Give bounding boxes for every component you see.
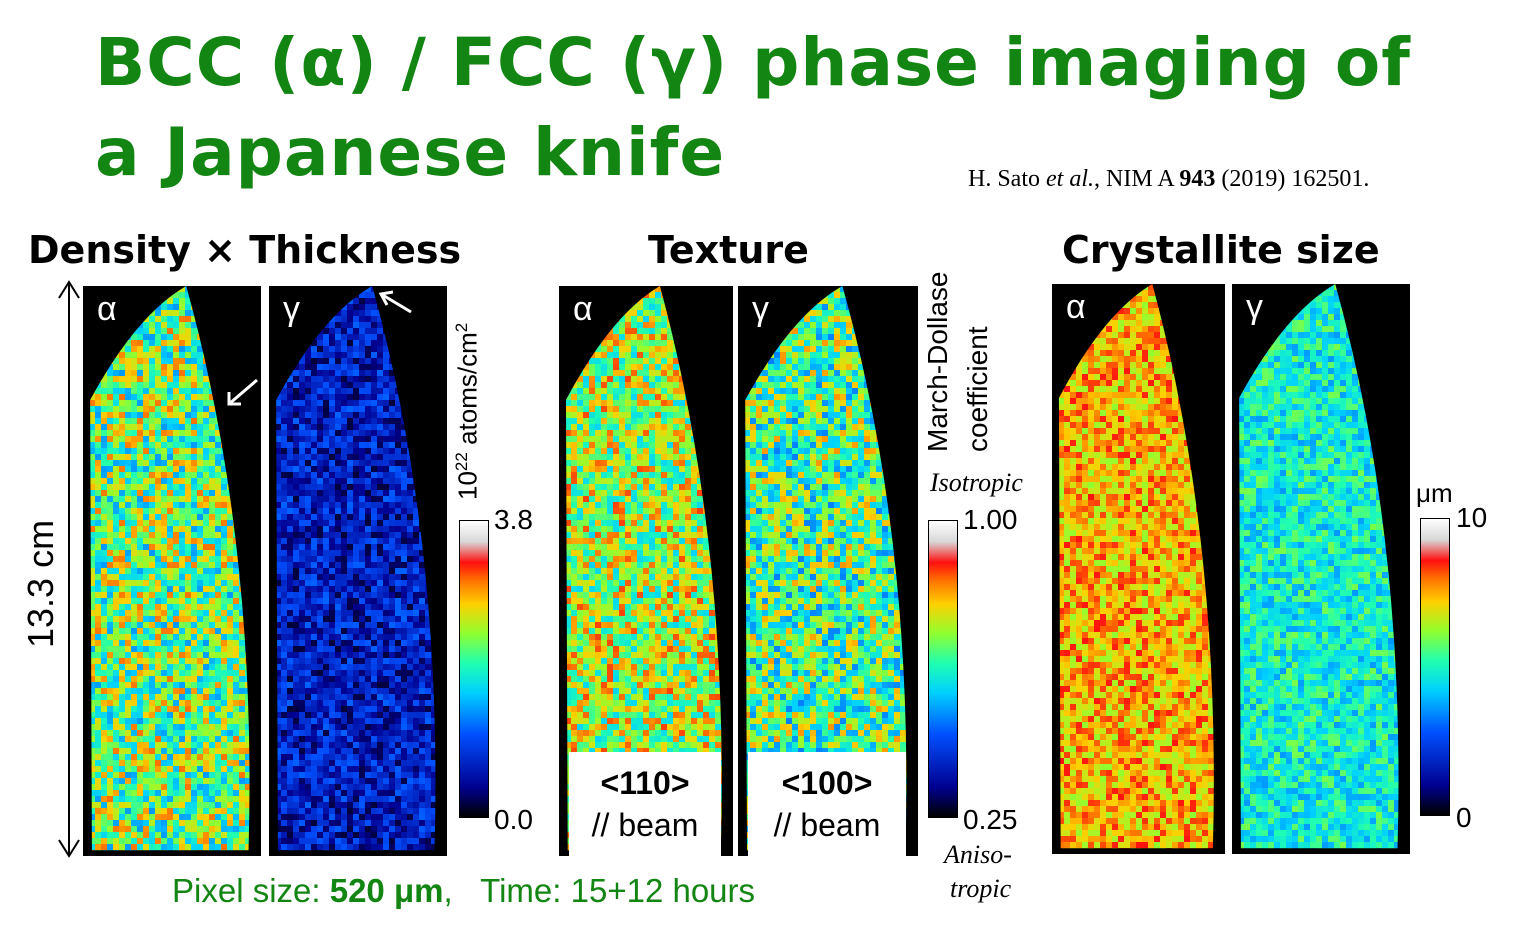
phase-label-alpha: α [1066,288,1086,326]
citation: H. Sato et al., NIM A 943 (2019) 162501. [968,166,1369,193]
footer-acquisition-info: Pixel size: 520 μm, Time: 15+12 hours [172,872,755,910]
phase-label-gamma: γ [283,290,300,328]
crystallite-colorbar-unit: μm [1416,478,1453,508]
arrow-icon [227,378,258,406]
texture-colorbar-min: 0.25 [963,804,1018,835]
density-colorbar-min: 0.0 [494,804,533,835]
texture-colorbar [928,520,958,818]
direction-box-alpha: <110> // beam [569,752,721,856]
crystallite-colorbar-min: 0 [1456,802,1472,833]
heading-density-thickness: Density × Thickness [28,228,462,272]
density-colorbar-label: 1022 atoms/cm2 [452,322,483,500]
texture-colorbar-label: March-Dollase coefficient [918,272,998,453]
texture-alpha-panel: α <110> // beam [559,286,733,856]
beam-label: // beam [773,807,881,843]
citation-authors: H. Sato [968,166,1040,192]
density-alpha-map [90,286,250,851]
phase-label-alpha: α [573,290,593,328]
title-line-1: BCC (α) / FCC (γ) phase imaging of [95,24,1411,101]
crystallite-gamma-panel: γ [1232,284,1410,854]
density-alpha-panel: α [83,286,261,856]
texture-colorbar-label-2: coefficient [962,326,993,452]
citation-rest: (2019) 162501. [1215,166,1370,192]
heading-texture: Texture [648,228,809,272]
citation-volume: 943 [1179,166,1216,192]
density-gamma-panel: γ [269,286,447,856]
texture-colorbar-max: 1.00 [963,504,1018,535]
crystallite-gamma-map [1239,284,1399,849]
pixel-size-value: 520 μm [329,872,444,909]
arrow-icon [378,290,412,314]
density-gamma-map [276,286,436,851]
direction-alpha: <110> [600,765,690,801]
crystallite-colorbar [1420,518,1450,816]
texture-alpha-map [565,286,722,851]
acquisition-time: Time: 15+12 hours [480,872,756,909]
citation-journal: , NIM A [1094,166,1180,192]
crystallite-colorbar-max: 10 [1456,502,1488,533]
texture-gamma-panel: γ <100> // beam [738,286,918,856]
length-scale-label: 13.3 cm [20,519,61,648]
anisotropic-label-2: tropic [950,874,1012,903]
density-colorbar [459,520,489,818]
heading-crystallite-size: Crystallite size [1062,228,1380,272]
phase-label-alpha: α [97,290,117,328]
anisotropic-label-1: Aniso- [944,840,1012,869]
direction-gamma: <100> [781,765,873,801]
length-scale-arrow [58,280,80,858]
title-line-2: a Japanese knife [95,114,726,191]
direction-box-gamma: <100> // beam [748,752,906,856]
pixel-size-label: Pixel size: [172,872,330,909]
isotropic-label: Isotropic [930,468,1023,497]
phase-label-gamma: γ [1246,288,1263,326]
crystallite-alpha-map [1058,284,1214,849]
beam-label: // beam [591,807,699,843]
citation-etal: et al. [1046,166,1094,192]
texture-colorbar-label-1: March-Dollase [922,271,953,453]
crystallite-alpha-panel: α [1052,284,1225,854]
footer-separator: , [443,872,453,909]
density-colorbar-max: 3.8 [494,504,533,535]
slide-title: BCC (α) / FCC (γ) phase imaging of a Jap… [95,18,1515,198]
phase-label-gamma: γ [752,290,769,328]
